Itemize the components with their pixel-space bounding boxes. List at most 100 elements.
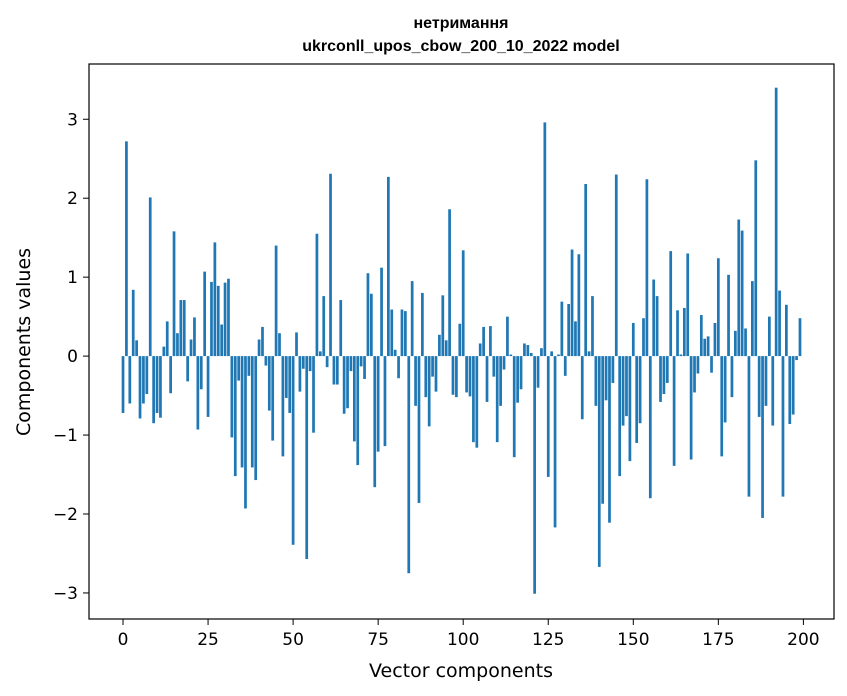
bar bbox=[387, 176, 390, 357]
bar bbox=[744, 328, 747, 357]
bar bbox=[410, 281, 414, 357]
bar bbox=[424, 356, 428, 398]
bar bbox=[509, 354, 513, 357]
bar bbox=[308, 356, 312, 372]
bar bbox=[291, 356, 295, 545]
bar bbox=[271, 356, 275, 441]
bar bbox=[142, 356, 145, 404]
bar bbox=[162, 346, 166, 357]
bar bbox=[526, 345, 530, 357]
bar bbox=[638, 356, 642, 424]
bar bbox=[176, 333, 179, 357]
bar bbox=[716, 258, 720, 357]
bar bbox=[587, 351, 591, 357]
bar bbox=[444, 340, 448, 357]
bar bbox=[499, 356, 502, 406]
bar bbox=[553, 356, 557, 528]
bar bbox=[393, 349, 397, 357]
bar bbox=[720, 356, 724, 457]
y-tick-label: 2 bbox=[67, 189, 78, 209]
bar bbox=[210, 281, 213, 357]
bar bbox=[448, 209, 451, 357]
bar bbox=[485, 356, 489, 402]
bar bbox=[533, 356, 536, 594]
bar bbox=[693, 356, 696, 393]
bar bbox=[699, 315, 703, 357]
bar bbox=[747, 356, 751, 497]
bar bbox=[523, 343, 526, 357]
bar bbox=[155, 356, 159, 413]
bar bbox=[696, 356, 700, 374]
bar bbox=[461, 250, 465, 357]
bar bbox=[216, 285, 220, 357]
bar bbox=[665, 356, 669, 383]
bar bbox=[512, 356, 516, 458]
bar bbox=[438, 334, 441, 357]
bar bbox=[369, 293, 373, 357]
bar bbox=[363, 356, 366, 379]
bar bbox=[546, 356, 550, 477]
chart-title-line2: ukrconll_upos_cbow_200_10_2022 model bbox=[302, 38, 619, 55]
bar bbox=[213, 242, 217, 357]
bar bbox=[628, 356, 632, 462]
bar bbox=[751, 281, 754, 357]
bar bbox=[434, 356, 438, 392]
bar bbox=[451, 356, 455, 395]
x-tick-label: 150 bbox=[617, 630, 649, 650]
bar bbox=[608, 356, 611, 523]
bar bbox=[233, 356, 237, 477]
bar bbox=[431, 356, 434, 377]
bar bbox=[768, 316, 771, 357]
bar bbox=[250, 356, 254, 468]
bar bbox=[635, 356, 639, 443]
bar bbox=[642, 318, 645, 357]
bar bbox=[730, 356, 734, 398]
bar bbox=[237, 356, 241, 381]
bar bbox=[455, 356, 458, 398]
bar bbox=[312, 356, 315, 433]
bar bbox=[648, 356, 652, 499]
y-tick-label: 3 bbox=[67, 110, 78, 130]
y-tick-label: −1 bbox=[53, 426, 78, 446]
bar bbox=[458, 323, 462, 357]
bar bbox=[662, 356, 666, 394]
bar bbox=[781, 356, 785, 497]
bar bbox=[645, 179, 649, 357]
bar bbox=[618, 356, 622, 477]
bar bbox=[148, 197, 152, 357]
bar bbox=[614, 174, 618, 357]
x-tick-label: 175 bbox=[702, 630, 734, 650]
bar bbox=[798, 318, 802, 357]
bar bbox=[284, 356, 288, 398]
y-tick-label: −3 bbox=[53, 584, 78, 604]
bar bbox=[373, 356, 377, 488]
bar bbox=[182, 300, 186, 357]
bar bbox=[267, 356, 271, 411]
bar bbox=[349, 356, 353, 372]
bar bbox=[359, 356, 363, 367]
bar bbox=[754, 160, 758, 357]
bar bbox=[737, 219, 741, 357]
bar bbox=[264, 356, 268, 366]
bar bbox=[567, 304, 571, 357]
bar bbox=[519, 356, 523, 390]
bar bbox=[404, 311, 407, 357]
bar bbox=[788, 356, 792, 424]
bar bbox=[659, 356, 662, 402]
bar bbox=[506, 316, 509, 357]
bar bbox=[723, 356, 727, 423]
bar bbox=[376, 356, 380, 452]
bar bbox=[570, 249, 574, 357]
bar bbox=[193, 317, 196, 357]
bar bbox=[468, 356, 472, 397]
bar bbox=[764, 356, 768, 406]
x-tick-label: 125 bbox=[532, 630, 564, 650]
y-tick-label: −2 bbox=[53, 505, 78, 525]
x-tick-label: 200 bbox=[787, 630, 819, 650]
bar bbox=[441, 295, 445, 357]
bar bbox=[261, 326, 264, 357]
bar bbox=[703, 338, 707, 357]
bar bbox=[203, 271, 207, 357]
bar bbox=[223, 282, 227, 357]
